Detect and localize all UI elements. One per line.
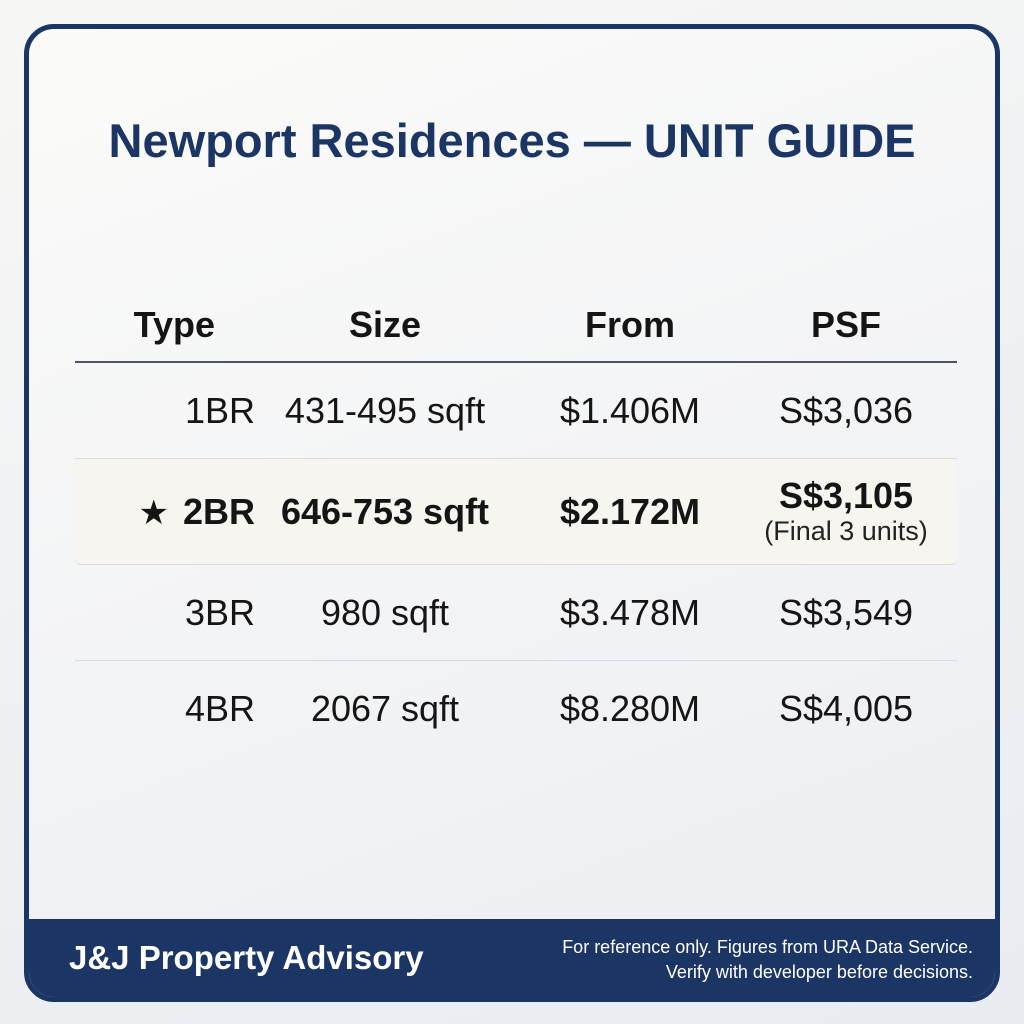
column-header-type: Type	[133, 304, 215, 345]
star-icon: ★	[138, 493, 169, 532]
column-header-psf: PSF	[810, 304, 881, 345]
disclaimer-line-2: Verify with developer before decisions.	[665, 962, 973, 982]
unit-psf: S$4,005	[778, 688, 914, 729]
disclaimer: For reference only. Figures from URA Dat…	[562, 935, 973, 985]
unit-size: 980 sqft	[320, 591, 450, 633]
table-row-2br-highlighted: ★ 2BR 646-753 sqft $2.172M S$3,105 (Final…	[75, 459, 957, 565]
unit-type: 3BR	[184, 591, 255, 633]
unit-price-from: $1.406M	[559, 389, 701, 431]
unit-size: 646-753 sqft	[280, 490, 490, 532]
unit-guide-card: Newport Residences — UNIT GUIDE Type Siz…	[24, 24, 1000, 1002]
column-header-from: From	[585, 304, 675, 345]
unit-type: 4BR	[184, 688, 255, 729]
unit-type: 1BR	[184, 389, 255, 431]
unit-type: 2BR	[182, 490, 255, 532]
table-header: Type Size From PSF	[75, 289, 957, 363]
brand-name: J&J Property Advisory	[69, 939, 424, 976]
unit-psf: S$3,549	[778, 591, 914, 633]
unit-psf: S$3,036	[778, 389, 914, 431]
unit-type-cell: ★ 2BR	[75, 491, 255, 533]
unit-price-from: $3.478M	[559, 591, 701, 633]
table-row-3br: 3BR 980 sqft $3.478M S$3,549	[75, 565, 957, 661]
unit-table: Type Size From PSF 1BR 431-495 sqft $1.4…	[75, 289, 957, 757]
unit-price-from: $8.280M	[559, 688, 701, 729]
table-row-4br: 4BR 2067 sqft $8.280M S$4,005	[75, 661, 957, 757]
unit-psf: S$3,105	[778, 475, 914, 517]
table-row-1br: 1BR 431-495 sqft $1.406M S$3,036	[75, 363, 957, 459]
unit-psf-cell: S$3,105 (Final 3 units)	[735, 477, 957, 545]
unit-size: 431-495 sqft	[284, 389, 486, 431]
page-title: Newport Residences — UNIT GUIDE	[108, 114, 916, 167]
footer-bar: J&J Property Advisory For reference only…	[29, 919, 995, 997]
disclaimer-line-1: For reference only. Figures from URA Dat…	[562, 937, 973, 957]
unit-size: 2067 sqft	[310, 688, 460, 729]
column-header-size: Size	[348, 304, 422, 345]
unit-price-from: $2.172M	[559, 490, 701, 532]
availability-note: (Final 3 units)	[764, 516, 928, 547]
